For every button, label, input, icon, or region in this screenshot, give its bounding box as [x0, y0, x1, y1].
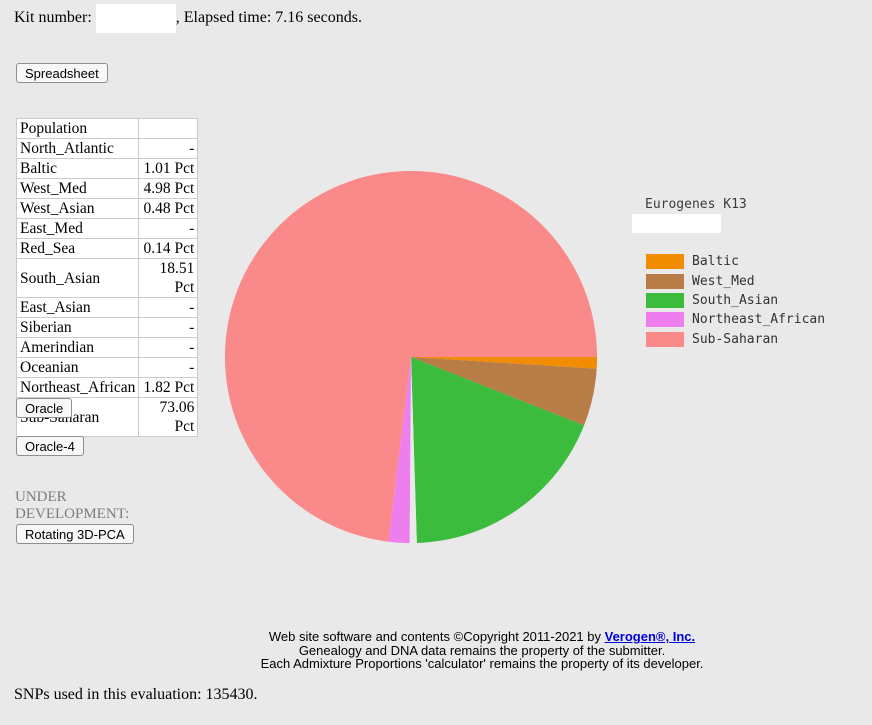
footer-line-3: Each Admixture Proportions 'calculator' …	[260, 656, 704, 672]
percent-cell: -	[138, 357, 199, 378]
percent-cell: -	[138, 218, 199, 239]
pie-slice-west-med	[411, 357, 597, 426]
legend-item: Baltic	[646, 252, 825, 271]
table-row: South_Asian 18.51 Pct	[15, 258, 199, 298]
percent-cell: 0.14 Pct	[138, 238, 199, 259]
legend-swatch-sub-saharan	[646, 331, 684, 347]
percent-cell: -	[138, 317, 199, 338]
percent-cell: 4.98 Pct	[138, 178, 199, 199]
percent-cell: -	[138, 138, 199, 159]
table-row: West_Med 4.98 Pct	[15, 178, 199, 199]
population-cell: East_Med	[15, 218, 140, 239]
percent-cell: 0.48 Pct	[138, 198, 199, 219]
chart-legend: Baltic West_Med South_Asian Northeast_Afric…	[646, 252, 825, 349]
legend-item: Northeast_African	[646, 310, 825, 329]
population-cell: Oceanian	[15, 357, 140, 378]
legend-item: Sub-Saharan	[646, 330, 825, 349]
table-row: East_Asian -	[15, 297, 199, 318]
legend-swatch-northeast_african	[646, 312, 684, 328]
legend-swatch-baltic	[646, 254, 684, 270]
table-row: North_Atlantic -	[15, 138, 199, 159]
population-cell: West_Med	[15, 178, 140, 199]
legend-kit-value-box	[632, 214, 721, 233]
pie-slice-northeast-african	[388, 357, 411, 544]
footer: Web site software and contents ©Copyrigh…	[92, 630, 872, 671]
verogen-link[interactable]: Verogen®, Inc.	[604, 629, 696, 644]
legend-item: West_Med	[646, 271, 825, 290]
percent-cell: -	[138, 297, 199, 318]
percent-cell: 18.51 Pct	[138, 258, 199, 298]
population-table-body: Population North_Atlantic - Baltic 1.01 Pct W…	[15, 118, 199, 437]
population-cell: Population	[15, 118, 140, 139]
percent-cell	[138, 118, 199, 139]
population-cell: Amerindian	[15, 337, 140, 358]
population-cell: South_Asian	[15, 258, 140, 298]
table-header-row: Population	[15, 118, 199, 139]
header-line: Kit number: , Elapsed time: 7.16 seconds…	[14, 3, 362, 33]
population-cell: Siberian	[15, 317, 140, 338]
legend-item: South_Asian	[646, 291, 825, 310]
percent-cell: -	[138, 337, 199, 358]
table-row: West_Asian 0.48 Pct	[15, 198, 199, 219]
legend-label: Northeast_African	[692, 312, 826, 328]
population-cell: East_Asian	[15, 297, 140, 318]
legend-label: Baltic	[692, 254, 739, 270]
legend-label: West_Med	[692, 273, 755, 289]
legend-label: South_Asian	[692, 292, 779, 308]
copyright-text: Web site software and contents ©Copyrigh…	[268, 629, 605, 644]
table-row: Northeast_African 1.82 Pct	[15, 377, 199, 398]
percent-cell: 1.82 Pct	[138, 377, 199, 398]
spreadsheet-button[interactable]: Spreadsheet	[16, 63, 108, 83]
pie-slice-sub-saharan	[224, 170, 598, 542]
table-row: Oceanian -	[15, 357, 199, 378]
oracle-button[interactable]: Oracle	[16, 398, 73, 418]
table-row: Siberian -	[15, 317, 199, 338]
population-cell: Northeast_African	[15, 377, 140, 398]
percent-cell: 73.06 Pct	[138, 397, 199, 437]
table-row: Baltic 1.01 Pct	[15, 158, 199, 179]
legend-label: Sub-Saharan	[692, 331, 779, 347]
pie-slice-baltic	[411, 357, 598, 369]
population-cell: West_Asian	[15, 198, 140, 219]
pie-slice-south-asian	[411, 357, 585, 543]
table-row: East_Med -	[15, 218, 199, 239]
footer-line-2: Genealogy and DNA data remains the prope…	[298, 642, 666, 658]
table-row: Red_Sea 0.14 Pct	[15, 238, 199, 259]
legend-swatch-west_med	[646, 273, 684, 289]
kit-number-label: Kit number:	[14, 9, 92, 26]
oracle-4-button[interactable]: Oracle-4	[16, 436, 84, 456]
pie-slice-unlabeled-gap	[409, 357, 417, 544]
population-table: Population North_Atlantic - Baltic 1.01 Pct W…	[15, 118, 199, 437]
under-development-label: UNDER DEVELOPMENT:	[15, 489, 130, 522]
legend-swatch-south_asian	[646, 292, 684, 308]
snps-text: SNPs used in this evaluation: 135430.	[14, 686, 258, 703]
table-row: Amerindian -	[15, 337, 199, 358]
percent-cell: 1.01 Pct	[138, 158, 199, 179]
population-cell: Red_Sea	[15, 238, 140, 259]
pie-chart	[224, 170, 598, 544]
footer-line-1: Web site software and contents ©Copyrigh…	[92, 630, 872, 644]
population-cell: Baltic	[15, 158, 140, 179]
elapsed-time-text: , Elapsed time: 7.16 seconds.	[175, 9, 362, 26]
kit-number-value-box[interactable]	[95, 3, 176, 33]
chart-title: Eurogenes K13	[645, 197, 747, 212]
rotating-3d-pca-button[interactable]: Rotating 3D-PCA	[16, 524, 134, 544]
population-cell: North_Atlantic	[15, 138, 140, 159]
